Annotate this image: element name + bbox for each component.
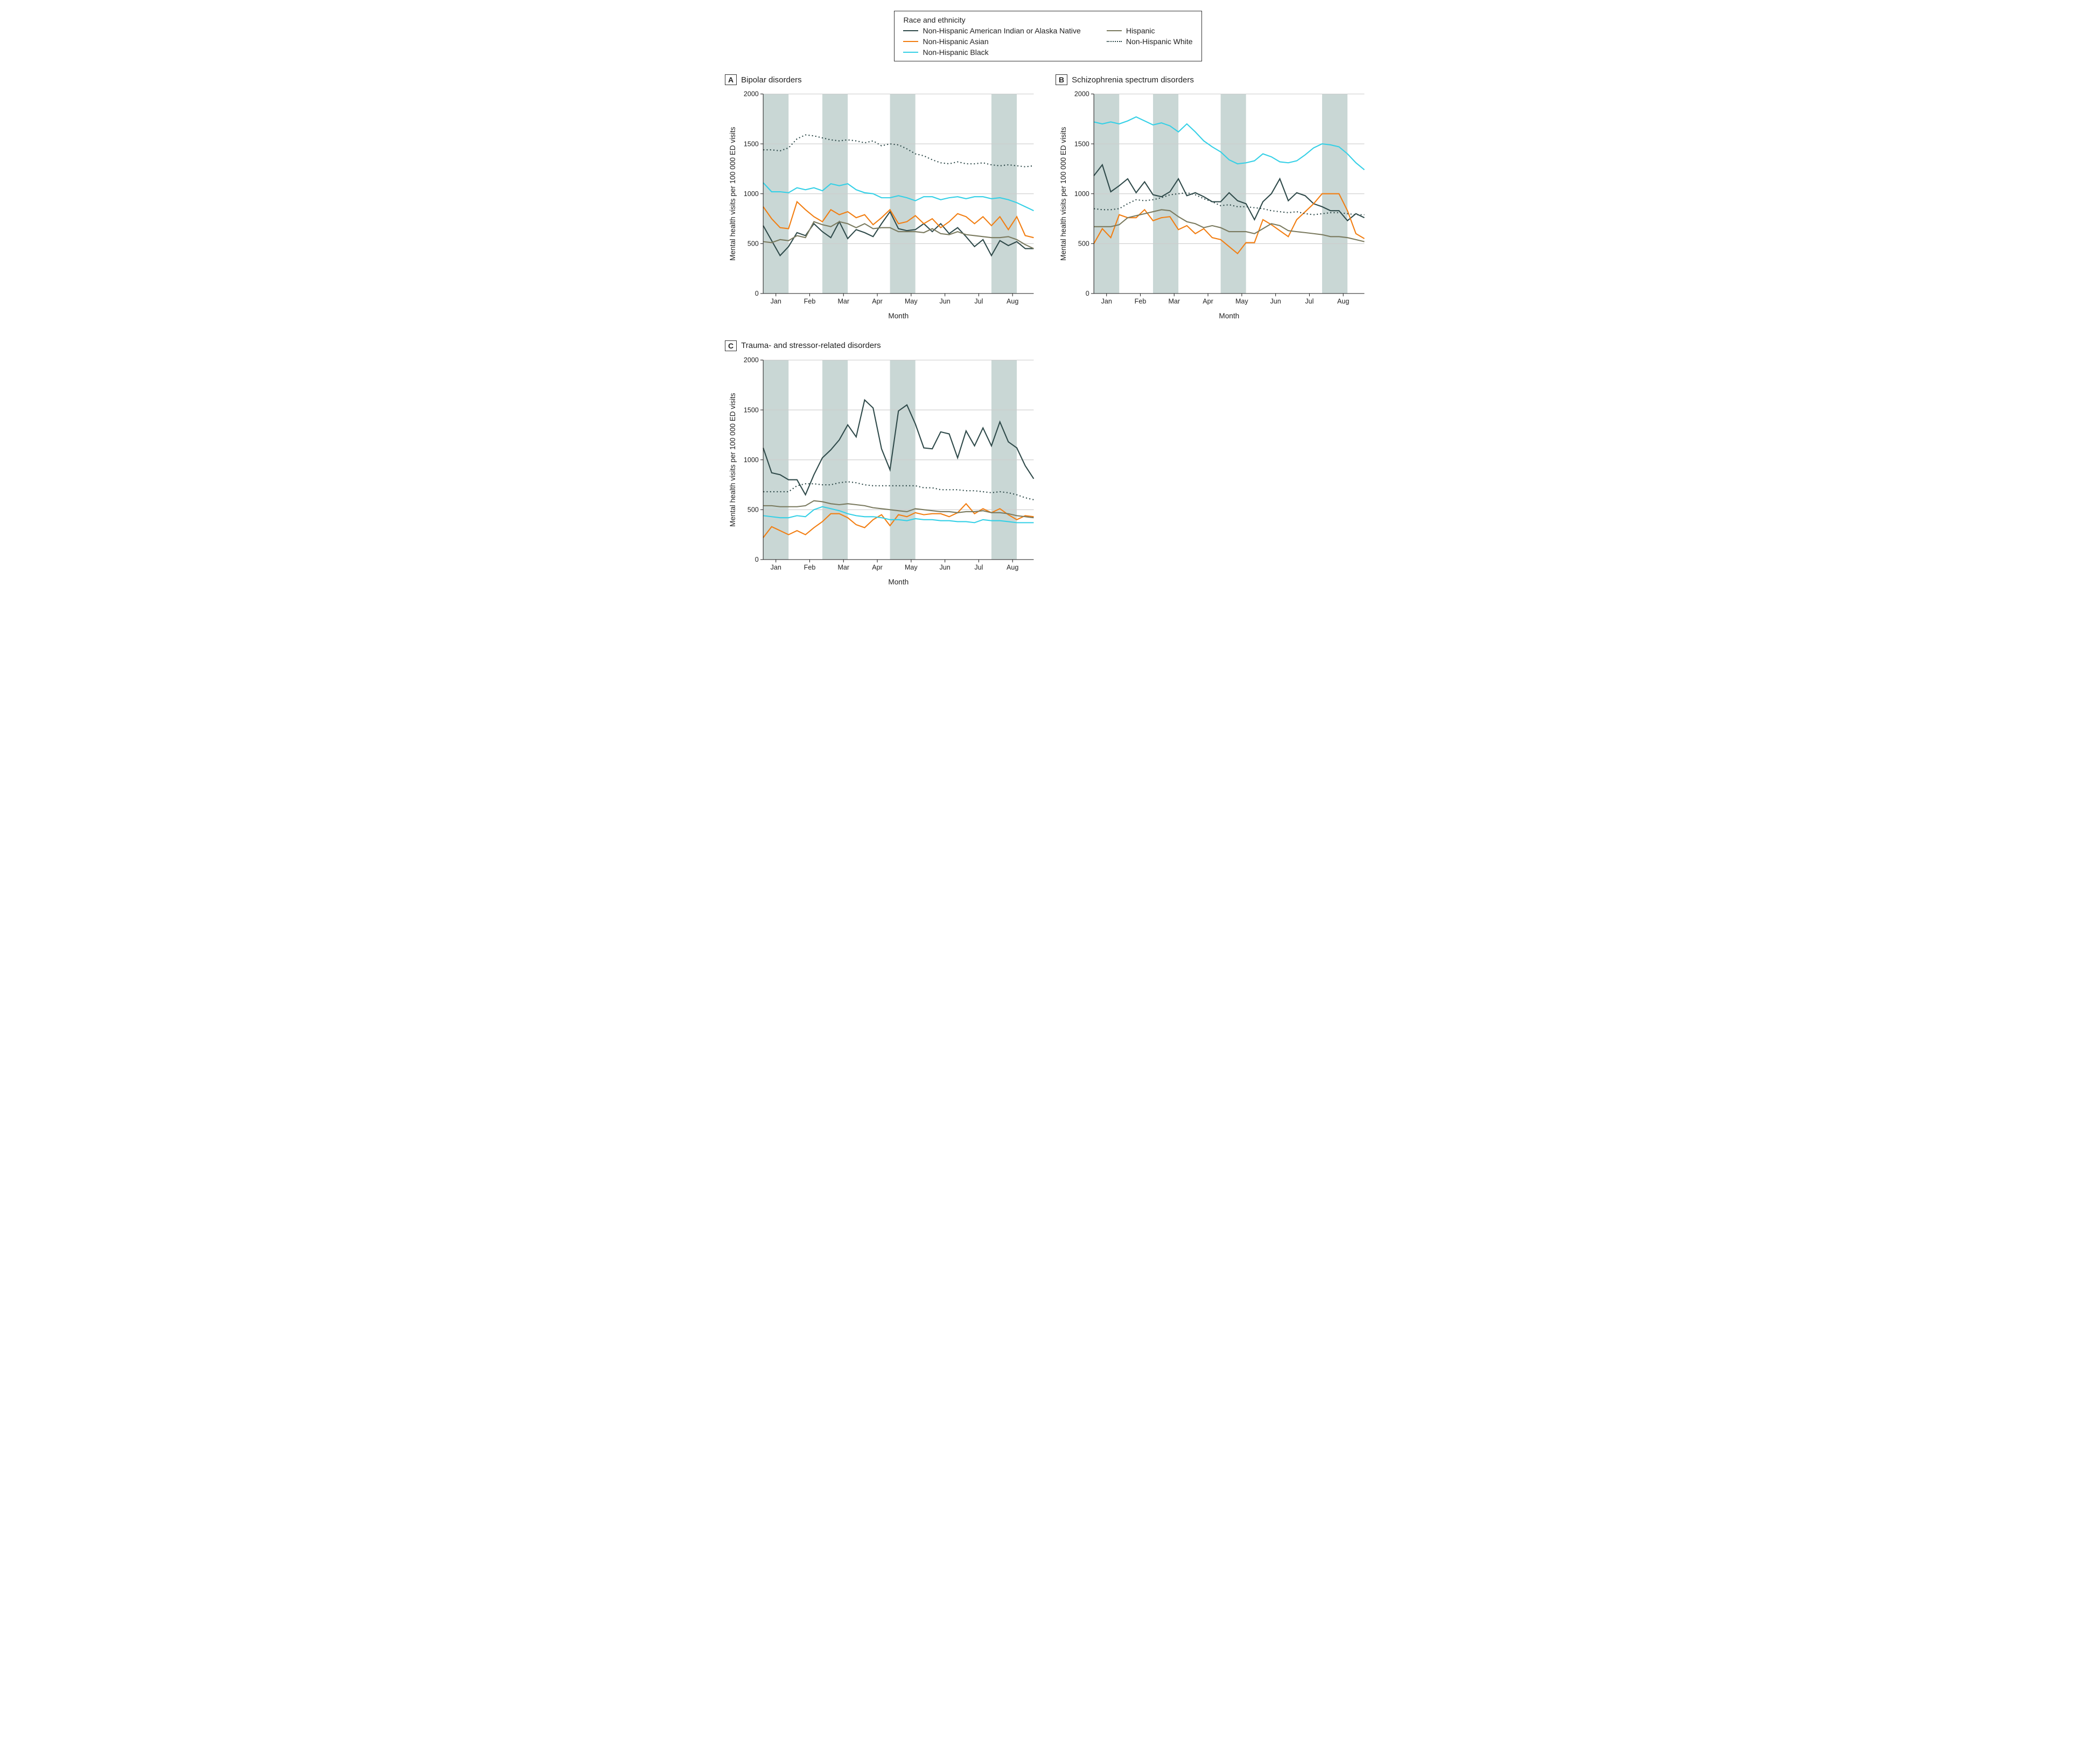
x-axis: Jan Feb Mar Apr May Jun Jul Aug <box>771 294 1019 305</box>
legend-item-aian: Non-Hispanic American Indian or Alaska N… <box>903 26 1080 35</box>
legend-swatch-icon <box>903 41 918 42</box>
panel-c: C Trauma- and stressor-related disorders 0… <box>725 340 1040 591</box>
legend-label: Non-Hispanic Asian <box>923 37 988 46</box>
y-tick-label: 500 <box>747 506 759 513</box>
panels-grid: A Bipolar disorders 0 500 1000 1500 2000 Jan Feb… <box>725 74 1371 591</box>
panel-letter: B <box>1056 74 1067 85</box>
panel-title-text: Schizophrenia spectrum disorders <box>1072 75 1194 85</box>
legend-swatch-icon <box>903 30 918 31</box>
legend-label: Non-Hispanic Black <box>923 48 988 57</box>
y-tick-label: 1000 <box>744 190 759 198</box>
x-tick-label: Aug <box>1337 298 1349 305</box>
chart-svg: 0 500 1000 1500 2000 Jan Feb Mar Apr May Jun Jul Aug… <box>1056 88 1371 325</box>
x-tick-label: Jan <box>1101 298 1112 305</box>
y-tick-label: 0 <box>755 290 759 297</box>
y-tick-label: 1500 <box>744 406 759 414</box>
legend-item-asian: Non-Hispanic Asian <box>903 37 1080 46</box>
x-axis-label: Month <box>888 312 909 320</box>
x-tick-label: Feb <box>804 298 816 305</box>
y-tick-label: 2000 <box>744 90 759 98</box>
x-tick-label: May <box>1235 298 1248 305</box>
panel-title-text: Bipolar disorders <box>741 75 802 85</box>
chart-svg: 0 500 1000 1500 2000 Jan Feb Mar Apr May Jun Jul Aug… <box>725 354 1040 591</box>
legend-label: Non-Hispanic White <box>1126 37 1193 46</box>
y-axis-label: Mental health visits per 100 000 ED visi… <box>729 393 737 527</box>
x-tick-label: Mar <box>837 563 849 571</box>
x-tick-label: Jun <box>1270 298 1281 305</box>
y-axis: 0 500 1000 1500 2000 <box>744 356 763 563</box>
x-tick-label: Mar <box>1168 298 1180 305</box>
legend-title: Race and ethnicity <box>903 16 1192 24</box>
x-tick-label: May <box>905 298 918 305</box>
x-axis-label: Month <box>1219 312 1239 320</box>
panel-title: B Schizophrenia spectrum disorders <box>1056 74 1371 85</box>
x-tick-label: Jul <box>974 298 983 305</box>
y-axis-label: Mental health visits per 100 000 ED visi… <box>729 127 737 261</box>
y-tick-label: 1500 <box>744 140 759 148</box>
panel-a: A Bipolar disorders 0 500 1000 1500 2000 Jan Feb… <box>725 74 1040 325</box>
x-tick-label: Mar <box>837 298 849 305</box>
y-tick-label: 0 <box>755 556 759 563</box>
legend: Race and ethnicity Non-Hispanic American… <box>894 11 1201 61</box>
panel-letter: A <box>725 74 737 85</box>
x-tick-label: Feb <box>804 563 816 571</box>
legend-item-white: Non-Hispanic White <box>1107 37 1193 46</box>
y-axis: 0 500 1000 1500 2000 <box>744 90 763 297</box>
legend-swatch-icon <box>903 52 918 53</box>
x-tick-label: Feb <box>1135 298 1147 305</box>
panel-title-text: Trauma- and stressor-related disorders <box>741 341 881 350</box>
x-tick-label: Apr <box>1203 298 1213 305</box>
panel-letter: C <box>725 340 737 351</box>
x-tick-label: Jul <box>974 563 983 571</box>
panel-title: C Trauma- and stressor-related disorders <box>725 340 1040 351</box>
y-axis: 0 500 1000 1500 2000 <box>1074 90 1094 297</box>
legend-label: Non-Hispanic American Indian or Alaska N… <box>923 26 1080 35</box>
x-tick-label: Aug <box>1007 563 1018 571</box>
chart-svg: 0 500 1000 1500 2000 Jan Feb Mar Apr May Jun Jul Aug… <box>725 88 1040 325</box>
y-tick-label: 500 <box>1078 240 1089 247</box>
y-tick-label: 0 <box>1086 290 1089 297</box>
x-tick-label: Apr <box>872 563 883 571</box>
legend-label: Hispanic <box>1126 26 1155 35</box>
x-axis-label: Month <box>888 577 909 585</box>
panel-b: B Schizophrenia spectrum disorders 0 500 100… <box>1056 74 1371 325</box>
x-tick-label: May <box>905 563 918 571</box>
y-tick-label: 1000 <box>1074 190 1089 198</box>
x-tick-label: Jun <box>940 563 951 571</box>
x-tick-label: Jan <box>771 298 781 305</box>
legend-item-hisp: Hispanic <box>1107 26 1193 35</box>
legend-swatch-icon <box>1107 41 1122 42</box>
x-axis: Jan Feb Mar Apr May Jun Jul Aug <box>771 559 1019 571</box>
x-tick-label: Jun <box>940 298 951 305</box>
x-tick-label: Jul <box>1305 298 1314 305</box>
y-axis-label: Mental health visits per 100 000 ED visi… <box>1059 127 1067 261</box>
panel-title: A Bipolar disorders <box>725 74 1040 85</box>
y-tick-label: 2000 <box>1074 90 1089 98</box>
y-tick-label: 500 <box>747 240 759 247</box>
x-tick-label: Apr <box>872 298 883 305</box>
x-axis: Jan Feb Mar Apr May Jun Jul Aug <box>1101 294 1350 305</box>
legend-item-black: Non-Hispanic Black <box>903 48 1080 57</box>
y-tick-label: 1000 <box>744 456 759 463</box>
y-tick-label: 2000 <box>744 356 759 364</box>
legend-swatch-icon <box>1107 30 1122 31</box>
y-tick-label: 1500 <box>1074 140 1089 148</box>
x-tick-label: Jan <box>771 563 781 571</box>
x-tick-label: Aug <box>1007 298 1018 305</box>
figure: Race and ethnicity Non-Hispanic American… <box>725 11 1371 591</box>
